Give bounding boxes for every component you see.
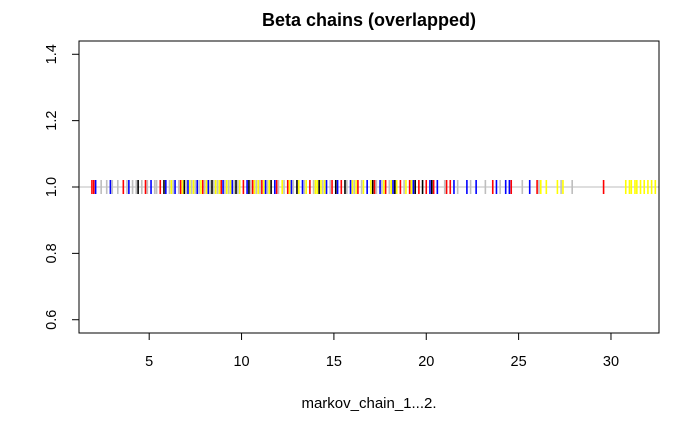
x-tick-label: 20 [418,354,434,370]
chart-title: Beta chains (overlapped) [262,10,476,30]
y-tick-label: 0.8 [44,243,60,263]
x-tick-label: 5 [145,354,153,370]
y-axis: 0.6 0.8 1.0 1.2 1.4 [44,44,79,330]
x-axis: 5 10 15 20 25 30 [145,333,619,370]
chart-marks [79,180,659,194]
x-tick-label: 15 [326,354,342,370]
y-tick-label: 1.4 [44,44,60,64]
y-tick-label: 1.0 [44,177,60,197]
x-tick-label: 10 [233,354,249,370]
y-tick-label: 0.6 [44,310,60,330]
x-tick-label: 30 [603,354,619,370]
y-tick-label: 1.2 [44,111,60,131]
x-axis-label: markov_chain_1...2. [301,395,436,412]
x-tick-label: 25 [511,354,527,370]
